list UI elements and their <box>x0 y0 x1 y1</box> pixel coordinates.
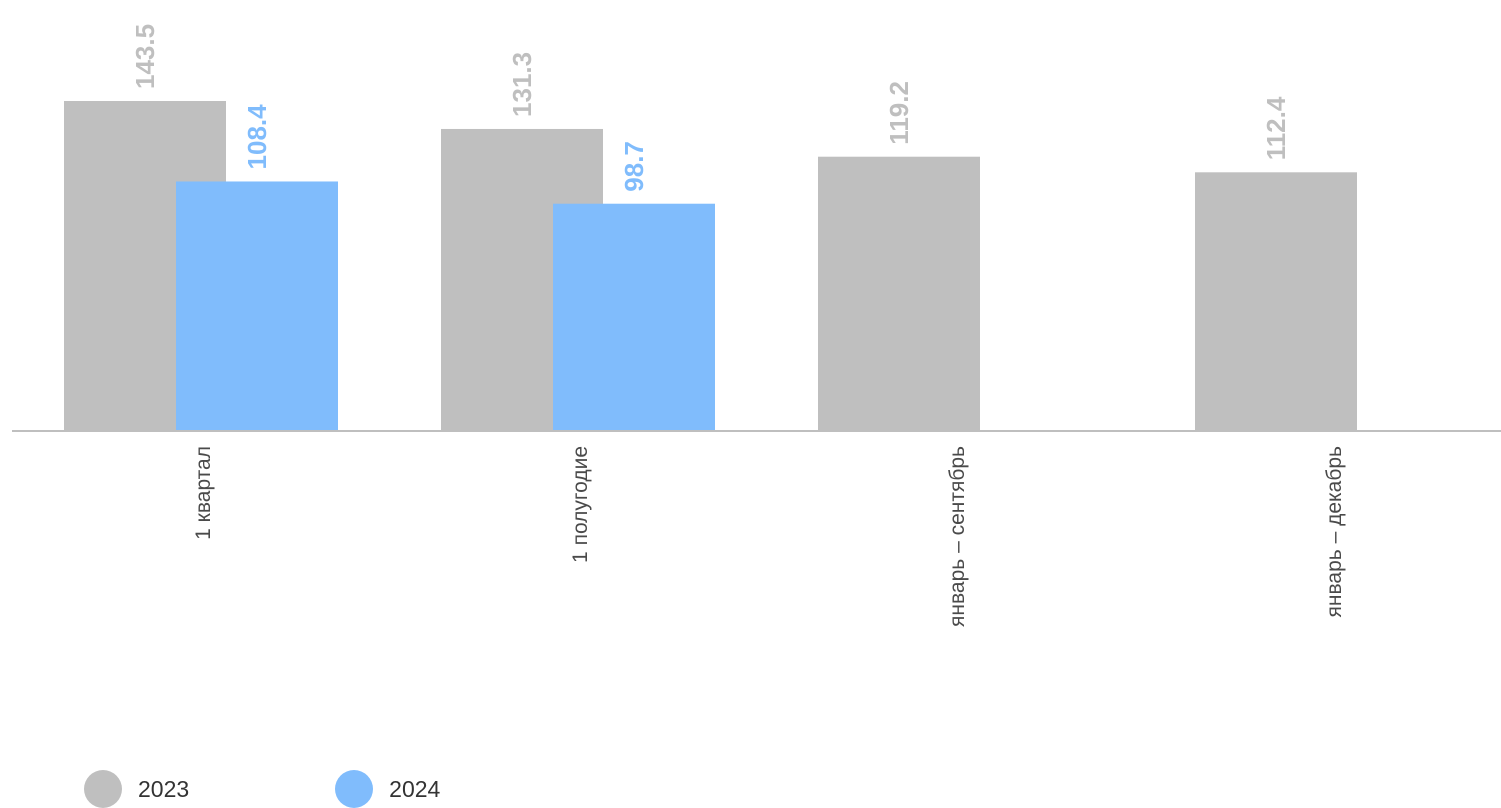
value-label-2023-2: 119.2 <box>884 81 914 145</box>
bar-2023-3 <box>1195 172 1357 431</box>
legend-item-2023: 2023 <box>84 770 189 808</box>
value-label-2023-3: 112.4 <box>1261 96 1291 160</box>
bar-2024-1 <box>553 203 715 430</box>
tick-label-3: январь – декабрь <box>1323 446 1346 618</box>
value-label-2023-0: 143.5 <box>130 24 160 89</box>
tick-label-1: 1 полугодие <box>569 446 592 563</box>
legend-swatch-2023 <box>84 770 122 808</box>
legend-label-2023: 2023 <box>138 775 190 802</box>
bar-2024-0 <box>176 181 338 430</box>
bar-2023-2 <box>818 156 980 430</box>
legend-label-2024: 2024 <box>389 775 441 802</box>
legend-swatch-2024 <box>335 770 374 808</box>
value-label-2024-0: 108.4 <box>242 104 272 170</box>
tick-labels-group: 1 квартал 1 полугодие январь – сентябрь янв… <box>192 446 1346 627</box>
legend: 2023 2024 <box>84 770 586 808</box>
value-labels-group: 143.5 108.4 131.3 98.7 119.2 112.4 <box>130 24 1291 192</box>
bars-group <box>64 101 1357 431</box>
value-label-2023-1: 131.3 <box>507 52 537 117</box>
legend-item-2024: 2024 <box>335 770 440 808</box>
tick-label-0: 1 квартал <box>192 446 215 540</box>
tick-label-2: январь – сентябрь <box>946 446 969 627</box>
value-label-2024-1: 98.7 <box>619 141 649 192</box>
